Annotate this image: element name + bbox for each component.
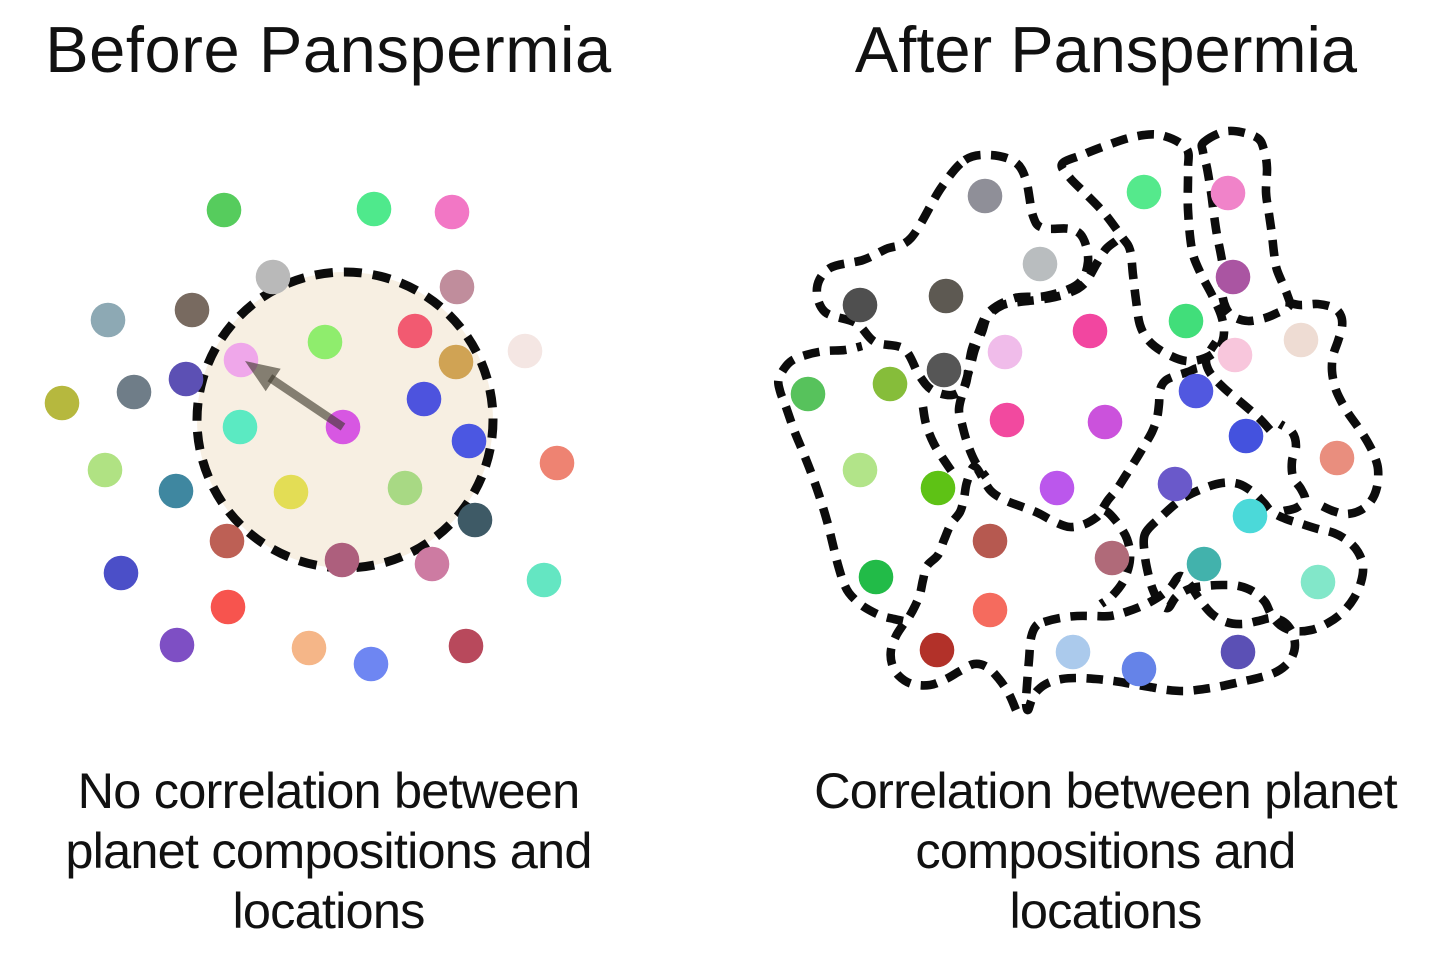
svg-text:locations: locations bbox=[1009, 882, 1201, 939]
svg-text:planet compositions and: planet compositions and bbox=[65, 822, 591, 879]
svg-text:Before Panspermia: Before Panspermia bbox=[45, 13, 612, 86]
svg-text:Correlation between planet: Correlation between planet bbox=[814, 762, 1398, 819]
svg-text:After Panspermia: After Panspermia bbox=[855, 13, 1358, 86]
svg-text:compositions and: compositions and bbox=[915, 822, 1295, 879]
svg-text:No correlation between: No correlation between bbox=[78, 762, 580, 819]
svg-text:locations: locations bbox=[232, 882, 424, 939]
